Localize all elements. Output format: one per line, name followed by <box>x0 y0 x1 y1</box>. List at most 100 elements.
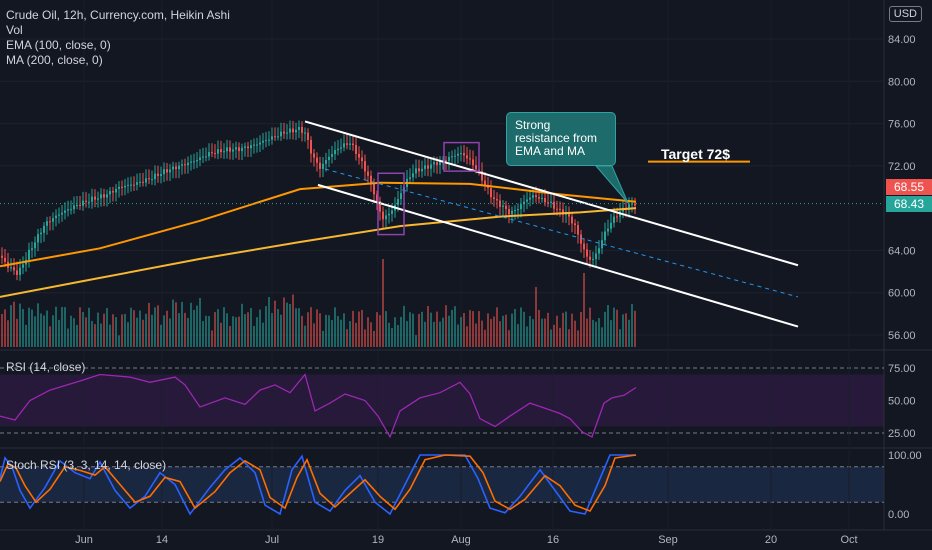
volume-bar <box>139 310 141 347</box>
volume-bar <box>487 313 489 347</box>
rsi-legend[interactable]: RSI (14, close) <box>6 360 86 374</box>
symbol-title[interactable]: Crude Oil, 12h, Currency.com, Heikin Ash… <box>6 8 230 22</box>
volume-bar <box>274 300 276 347</box>
candle-body <box>367 171 369 176</box>
volume-bar <box>289 303 291 347</box>
ema-legend[interactable]: EMA (100, close, 0) <box>6 38 111 52</box>
volume-bar <box>385 311 387 347</box>
candle-body <box>490 188 492 198</box>
volume-bar <box>505 314 507 347</box>
volume-bar <box>625 313 627 347</box>
volume-bar <box>202 321 204 347</box>
candle-body <box>193 161 195 163</box>
volume-bar <box>451 309 453 347</box>
volume-bar <box>325 314 327 347</box>
candle-body <box>10 267 12 269</box>
volume-bar <box>22 309 24 347</box>
overlays <box>0 120 884 328</box>
volume-bar <box>310 307 312 347</box>
candle-body <box>532 195 534 198</box>
candle-body <box>67 209 69 211</box>
candle-body <box>277 136 279 138</box>
candle-body <box>427 165 429 169</box>
rsi-pane <box>0 373 637 439</box>
candle-body <box>388 213 390 216</box>
candle-body <box>154 173 156 180</box>
volume-bar <box>199 298 201 347</box>
channel-lower-line <box>317 183 799 328</box>
channel-upper-line <box>304 120 799 267</box>
candle-body <box>145 178 147 183</box>
volume-bar <box>238 316 240 347</box>
volume-bar <box>478 311 480 347</box>
price-tick-label: 80.00 <box>888 76 916 88</box>
volume-bar <box>40 313 42 347</box>
candle-body <box>244 146 246 148</box>
candle-body <box>178 165 180 170</box>
currency-badge[interactable]: USD <box>888 6 922 22</box>
candle-body <box>73 205 75 210</box>
price-tick-label: 84.00 <box>888 34 916 46</box>
candle-body <box>334 150 336 155</box>
candle-body <box>19 267 21 275</box>
volume-bar <box>448 315 450 347</box>
candle-body <box>469 158 471 160</box>
candle-body <box>85 200 87 202</box>
stoch-d-line <box>0 454 637 513</box>
volume-bar <box>337 315 339 347</box>
candle-body <box>64 210 66 213</box>
volume-bar <box>550 329 552 347</box>
volume-bar <box>613 307 615 347</box>
volume-bar <box>85 317 87 347</box>
volume-bar <box>628 319 630 347</box>
candle-body <box>313 153 315 158</box>
volume-bar <box>514 309 516 347</box>
candle-body <box>4 257 6 262</box>
candle-body <box>259 142 261 145</box>
candle-body <box>571 216 573 224</box>
candle-body <box>337 148 339 151</box>
candle-body <box>256 144 258 146</box>
volume-bar <box>424 321 426 347</box>
volume-bar <box>136 317 138 347</box>
volume-bar <box>250 308 252 347</box>
candle-body <box>319 162 321 169</box>
candle-body <box>595 253 597 260</box>
candle-body <box>616 216 618 218</box>
candle-body <box>184 164 186 166</box>
candle-body <box>574 223 576 226</box>
vol-legend[interactable]: Vol <box>6 23 23 37</box>
candle-body <box>598 248 600 254</box>
volume-bar <box>1 313 3 347</box>
volume-bar <box>619 329 621 347</box>
volume-bar <box>220 322 222 347</box>
target-label[interactable]: Target 72$ <box>661 146 730 162</box>
candle-body <box>544 198 546 203</box>
candle-body <box>583 243 585 250</box>
candle-body <box>289 128 291 133</box>
stoch-rsi-legend[interactable]: Stoch RSI (3, 3, 14, 14, close) <box>6 458 167 472</box>
volume-bar <box>412 313 414 347</box>
volume-bar <box>562 312 564 347</box>
rsi-band <box>0 374 884 427</box>
volume-bar <box>286 302 288 347</box>
volume-bar <box>154 307 156 347</box>
candle-body <box>235 147 237 150</box>
candle-body <box>118 186 120 189</box>
candle-body <box>166 169 168 173</box>
volume-bar <box>283 297 285 347</box>
volume-bars <box>1 259 636 347</box>
candle-body <box>112 191 114 193</box>
volume-bar <box>235 317 237 347</box>
time-tick-label: Jul <box>265 534 279 546</box>
volume-bar <box>469 310 471 347</box>
candle-body <box>535 195 537 198</box>
candle-body <box>436 162 438 166</box>
resistance-callout[interactable]: Strong resistance from EMA and MA <box>506 112 616 166</box>
volume-bar <box>604 311 606 347</box>
volume-bar <box>169 318 171 347</box>
ma-legend[interactable]: MA (200, close, 0) <box>6 53 103 67</box>
candle-body <box>484 180 486 186</box>
volume-bar <box>544 318 546 347</box>
